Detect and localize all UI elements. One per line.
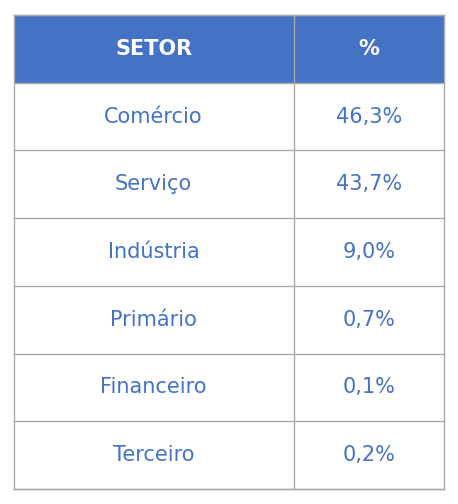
Text: Serviço: Serviço (115, 174, 192, 195)
Text: Primário: Primário (110, 309, 197, 330)
Text: %: % (359, 39, 379, 59)
Bar (14, 421, 444, 489)
Text: 9,0%: 9,0% (343, 242, 395, 262)
Bar (14, 286, 444, 353)
Text: Comércio: Comércio (104, 107, 203, 127)
Bar (14, 218, 444, 286)
Text: 43,7%: 43,7% (336, 174, 402, 195)
Text: 0,7%: 0,7% (343, 309, 395, 330)
Text: Terceiro: Terceiro (113, 445, 194, 465)
Text: Financeiro: Financeiro (100, 377, 207, 397)
Bar (14, 151, 444, 218)
Bar (14, 353, 444, 421)
Bar (14, 15, 444, 83)
Bar (14, 83, 444, 151)
Text: Indústria: Indústria (108, 242, 200, 262)
Text: 46,3%: 46,3% (336, 107, 402, 127)
Text: SETOR: SETOR (115, 39, 192, 59)
Text: 0,1%: 0,1% (343, 377, 395, 397)
Text: 0,2%: 0,2% (343, 445, 395, 465)
